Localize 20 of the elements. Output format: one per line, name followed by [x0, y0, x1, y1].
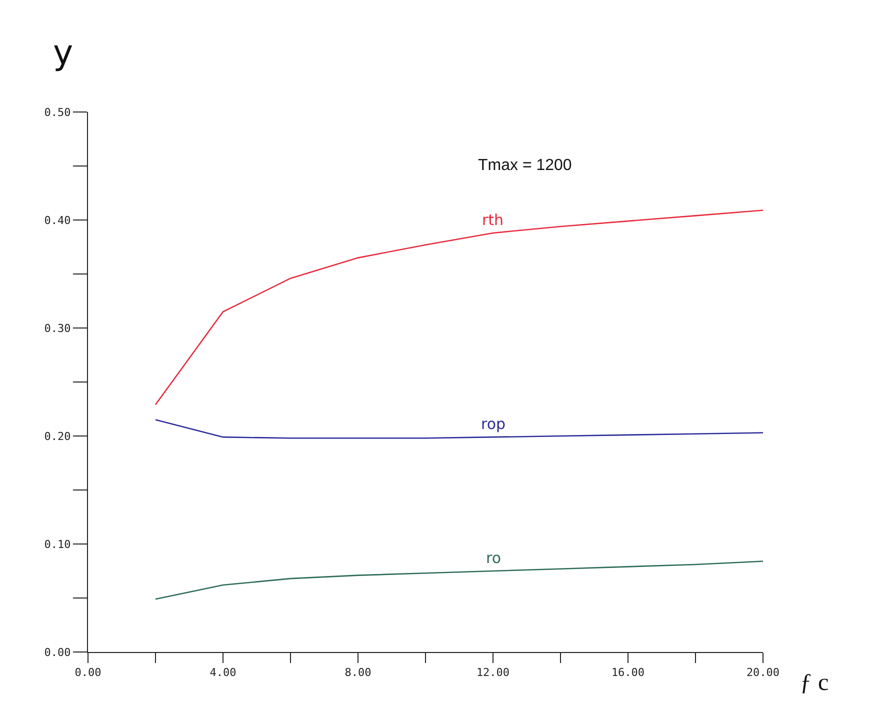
x-axis-title: ƒ c — [800, 670, 829, 696]
x-tick-label: 20.00 — [746, 666, 780, 680]
series-label: rop — [481, 415, 506, 433]
annotation: Tmax = 1200 — [478, 157, 572, 174]
line-series — [154, 210, 763, 406]
y-tick-label: 0.10 — [44, 538, 71, 551]
y-tick-label: 0.00 — [44, 646, 71, 659]
x-tick-label: 8.00 — [344, 666, 372, 680]
series-label: ro — [486, 549, 502, 567]
y-tick-label: 0.20 — [44, 430, 71, 443]
series-label: rth — [482, 211, 504, 229]
y-tick-label: 0.50 — [44, 106, 71, 119]
x-tick-label: 12.00 — [476, 666, 510, 680]
y-tick-label: 0.40 — [44, 214, 71, 227]
line-series — [154, 419, 763, 439]
y-axis-title: y — [53, 33, 74, 73]
y-tick-label: 0.30 — [44, 322, 71, 335]
x-tick-label: 4.00 — [210, 666, 236, 680]
x-tick-label: 0.00 — [74, 666, 102, 680]
x-tick-label: 16.00 — [611, 666, 645, 680]
